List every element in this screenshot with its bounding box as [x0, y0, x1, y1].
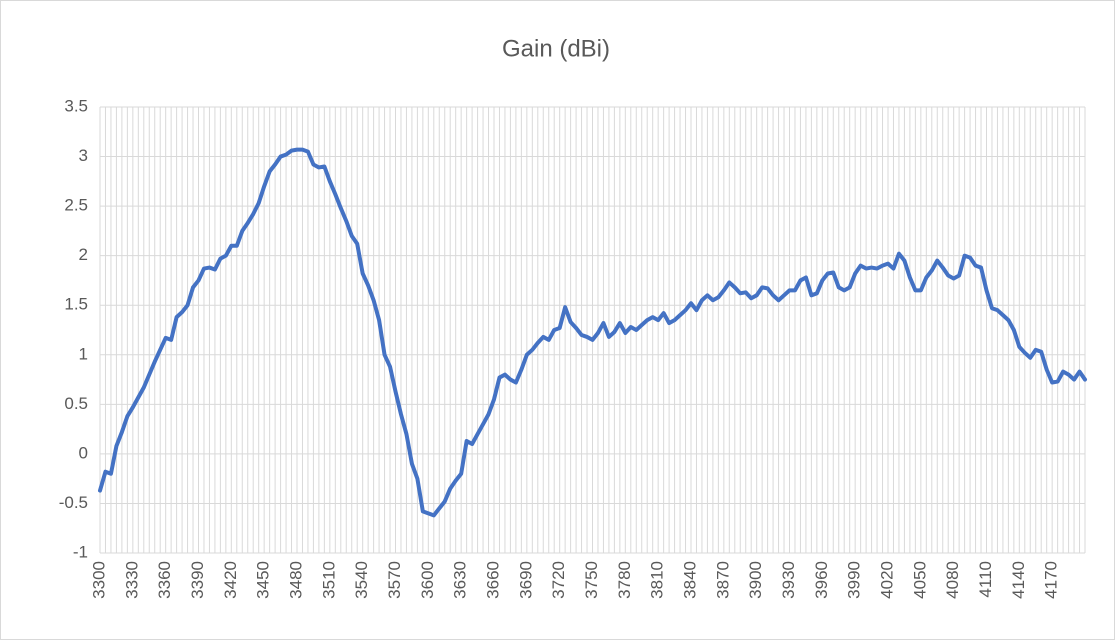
- x-tick-label: 3510: [319, 561, 338, 599]
- x-tick-label: 4170: [1042, 561, 1061, 599]
- x-tick-label: 3360: [155, 561, 174, 599]
- x-tick-label: 3300: [89, 561, 108, 599]
- x-tick-label: 3750: [582, 561, 601, 599]
- y-tick-label: 0.5: [64, 394, 88, 413]
- x-tick-label: 3420: [221, 561, 240, 599]
- x-tick-label: 3960: [812, 561, 831, 599]
- x-tick-label: 3900: [746, 561, 765, 599]
- y-tick-label: -0.5: [59, 493, 88, 512]
- x-tick-label: 4020: [877, 561, 896, 599]
- x-tick-label: 3870: [713, 561, 732, 599]
- y-tick-label: 3: [79, 146, 88, 165]
- x-tick-label: 3840: [680, 561, 699, 599]
- x-tick-label: 3330: [122, 561, 141, 599]
- x-tick-label: 3780: [615, 561, 634, 599]
- x-tick-label: 3720: [549, 561, 568, 599]
- x-tick-label: 3630: [451, 561, 470, 599]
- y-tick-label: 1: [79, 344, 88, 363]
- y-tick-label: 3.5: [64, 96, 88, 115]
- y-tick-label: 2.5: [64, 196, 88, 215]
- x-tick-label: 3930: [779, 561, 798, 599]
- y-tick-label: 2: [79, 245, 88, 264]
- y-tick-label: -1: [73, 542, 88, 561]
- x-tick-label: 3450: [254, 561, 273, 599]
- x-tick-label: 3990: [845, 561, 864, 599]
- x-tick-label: 3570: [385, 561, 404, 599]
- x-tick-label: 3660: [483, 561, 502, 599]
- y-tick-label: 0: [79, 443, 88, 462]
- x-tick-label: 4080: [943, 561, 962, 599]
- chart-title: Gain (dBi): [502, 35, 610, 62]
- x-tick-label: 3600: [418, 561, 437, 599]
- x-tick-label: 4110: [976, 561, 995, 598]
- x-tick-label: 3810: [648, 561, 667, 599]
- x-tick-label: 3480: [286, 561, 305, 599]
- x-tick-label: 3390: [188, 561, 207, 599]
- x-tick-label: 3690: [516, 561, 535, 599]
- x-tick-label: 3540: [352, 561, 371, 599]
- data-line: [98, 147, 1087, 518]
- x-tick-label: 4050: [910, 561, 929, 599]
- y-tick-label: 1.5: [64, 295, 88, 314]
- x-tick-label: 4140: [1009, 561, 1028, 599]
